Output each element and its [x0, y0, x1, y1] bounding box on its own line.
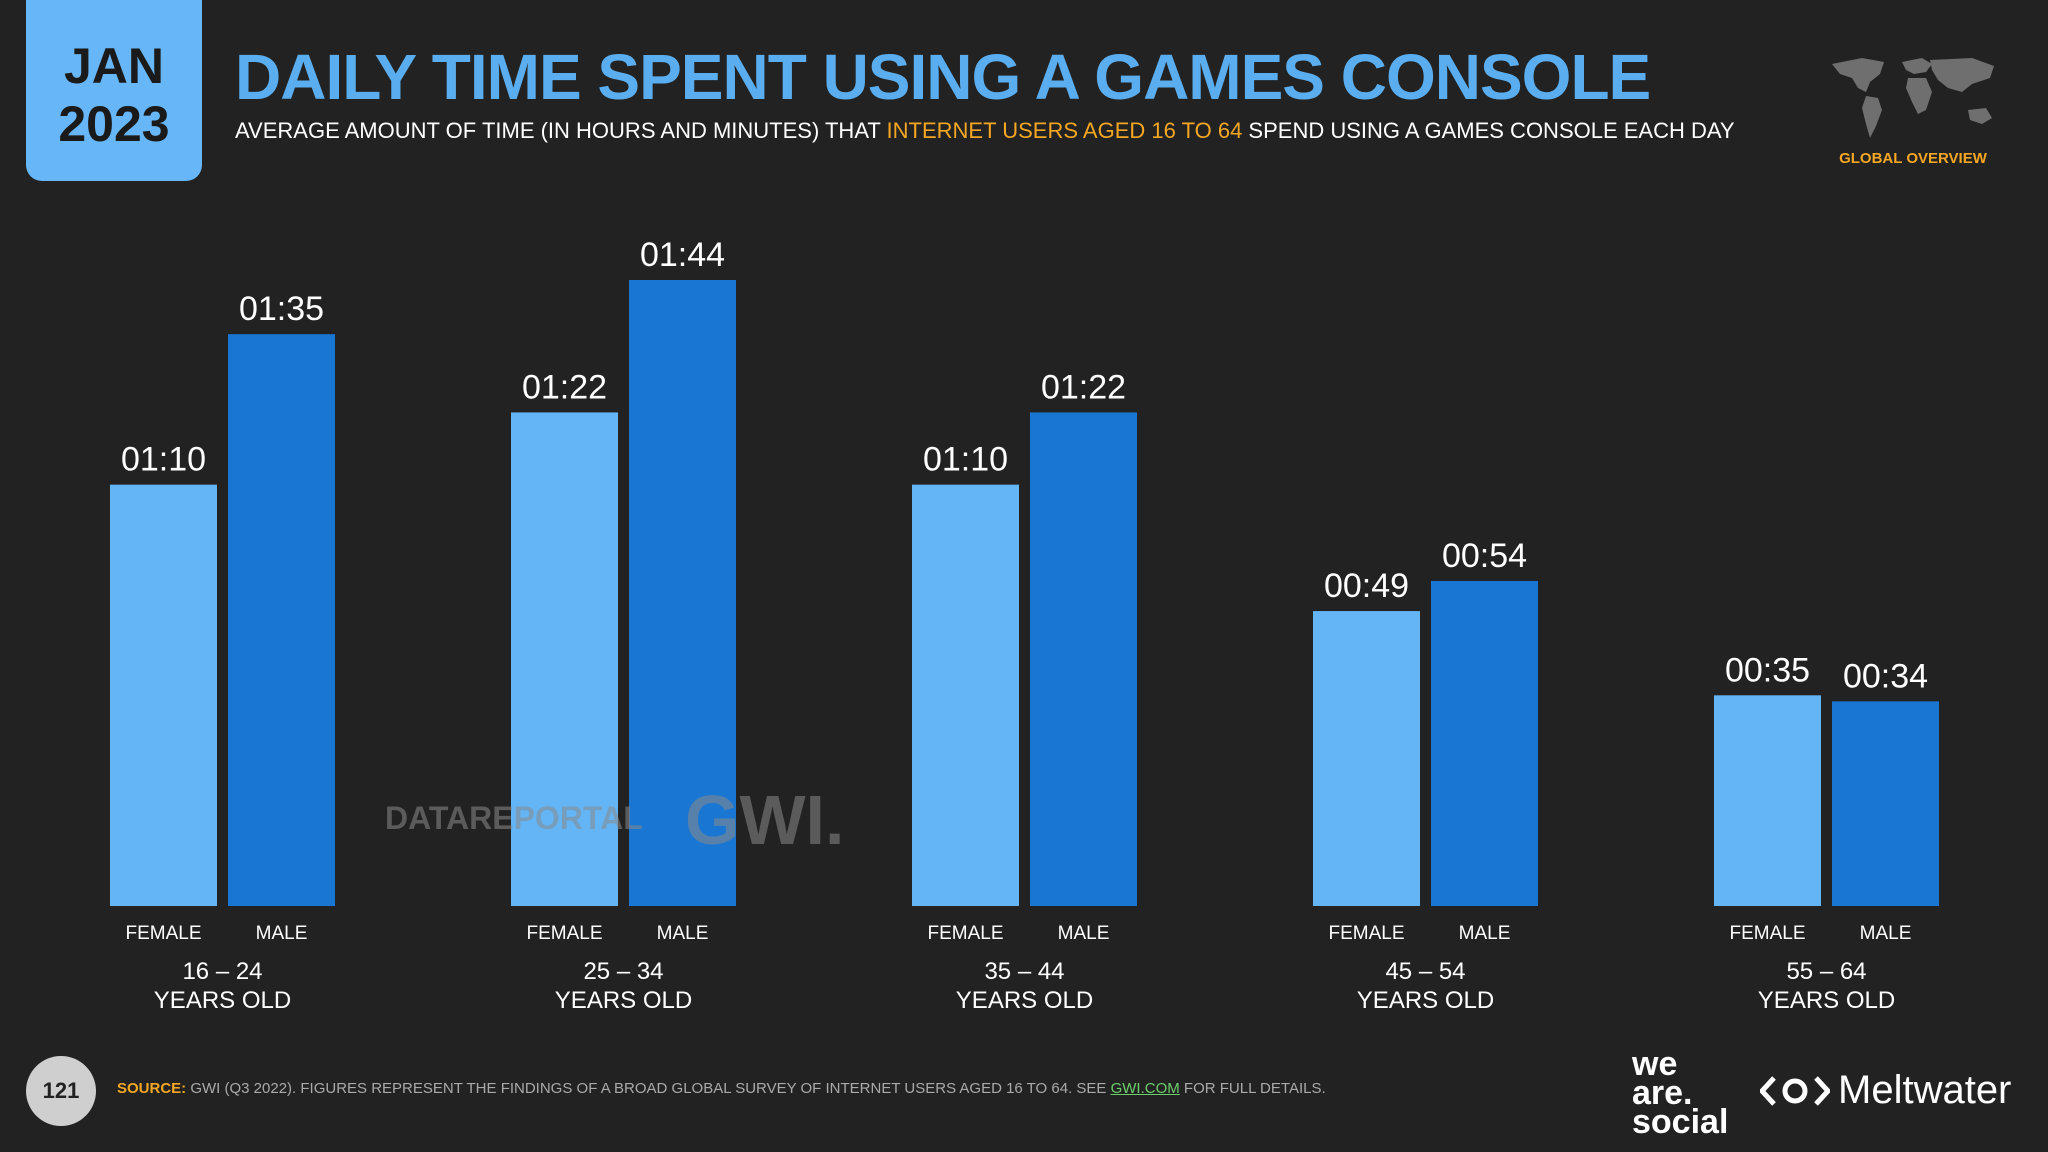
brand-line1: we	[1632, 1045, 1678, 1083]
we-are-social-logo: we are. social	[1632, 1045, 1729, 1141]
series-tick-label: FEMALE	[125, 923, 201, 944]
data-label: 01:35	[239, 290, 324, 328]
source-note: SOURCE: GWI (Q3 2022). FIGURES REPRESENT…	[117, 1080, 1326, 1097]
data-label: 00:35	[1725, 651, 1810, 689]
date-badge: JAN 2023	[26, 0, 202, 181]
category-label: YEARS OLD	[956, 987, 1093, 1014]
date-month: JAN	[63, 37, 165, 94]
series-tick-label: MALE	[1058, 923, 1110, 944]
subtitle-highlight: INTERNET USERS AGED 16 TO 64	[886, 118, 1243, 143]
bar-male-0	[228, 334, 335, 906]
gwi-watermark: GWI.	[685, 781, 845, 859]
brand-line3: social	[1632, 1103, 1729, 1141]
series-tick-label: MALE	[1459, 923, 1511, 944]
bar-female-1	[511, 412, 618, 906]
series-tick-label: FEMALE	[1328, 923, 1404, 944]
bar-male-2	[1030, 412, 1137, 906]
page-title: DAILY TIME SPENT USING A GAMES CONSOLE	[235, 41, 1651, 113]
series-tick-label: MALE	[1860, 923, 1912, 944]
category-label: 25 – 34	[583, 958, 663, 985]
datareportal-watermark: DATAREPORTAL	[385, 800, 643, 836]
series-tick-label: FEMALE	[1729, 923, 1805, 944]
page-number: 121	[26, 1056, 96, 1126]
world-map-icon	[1832, 58, 1994, 138]
series-tick-label: MALE	[256, 923, 308, 944]
meltwater-icon	[1760, 1075, 1830, 1106]
region-label: GLOBAL OVERVIEW	[1839, 150, 1987, 167]
subtitle-part1: AVERAGE AMOUNT OF TIME (IN HOURS AND MIN…	[235, 118, 887, 143]
series-tick-label: FEMALE	[927, 923, 1003, 944]
meltwater-logo: Meltwater	[1760, 1068, 2011, 1113]
data-label: 01:22	[1041, 368, 1126, 406]
bar-female-0	[110, 484, 217, 906]
data-label: 00:34	[1843, 657, 1928, 695]
bar-male-1	[629, 280, 736, 906]
source-text: GWI (Q3 2022). FIGURES REPRESENT THE FIN…	[186, 1080, 1111, 1097]
brand-line2: are.	[1632, 1074, 1693, 1112]
bar-female-3	[1313, 611, 1420, 906]
page-subtitle: AVERAGE AMOUNT OF TIME (IN HOURS AND MIN…	[235, 118, 1735, 144]
source-link[interactable]: GWI.COM	[1110, 1080, 1180, 1097]
category-label: YEARS OLD	[555, 987, 692, 1014]
bar-male-4	[1832, 701, 1939, 906]
category-label: YEARS OLD	[1758, 987, 1895, 1014]
data-label: 01:22	[522, 368, 607, 406]
data-label: 00:49	[1324, 567, 1409, 605]
data-label: 01:10	[121, 441, 206, 479]
category-label: 35 – 44	[984, 958, 1064, 985]
category-label: YEARS OLD	[154, 987, 291, 1014]
series-tick-label: MALE	[657, 923, 709, 944]
bar-male-3	[1431, 580, 1538, 906]
subtitle-part2: SPEND USING A GAMES CONSOLE EACH DAY	[1242, 118, 1735, 143]
data-label: 00:54	[1442, 537, 1527, 575]
bar-female-4	[1714, 695, 1821, 906]
source-end: FOR FULL DETAILS.	[1179, 1080, 1326, 1097]
category-label: 55 – 64	[1786, 958, 1866, 985]
series-tick-label: FEMALE	[526, 923, 602, 944]
category-label: YEARS OLD	[1357, 987, 1494, 1014]
bar-female-2	[912, 484, 1019, 906]
date-year: 2023	[58, 95, 170, 152]
category-label: 16 – 24	[182, 958, 262, 985]
data-label: 01:10	[923, 441, 1008, 479]
source-label: SOURCE:	[117, 1080, 187, 1097]
meltwater-text: Meltwater	[1838, 1068, 2012, 1112]
category-label: 45 – 54	[1385, 958, 1465, 985]
data-label: 01:44	[640, 236, 725, 274]
